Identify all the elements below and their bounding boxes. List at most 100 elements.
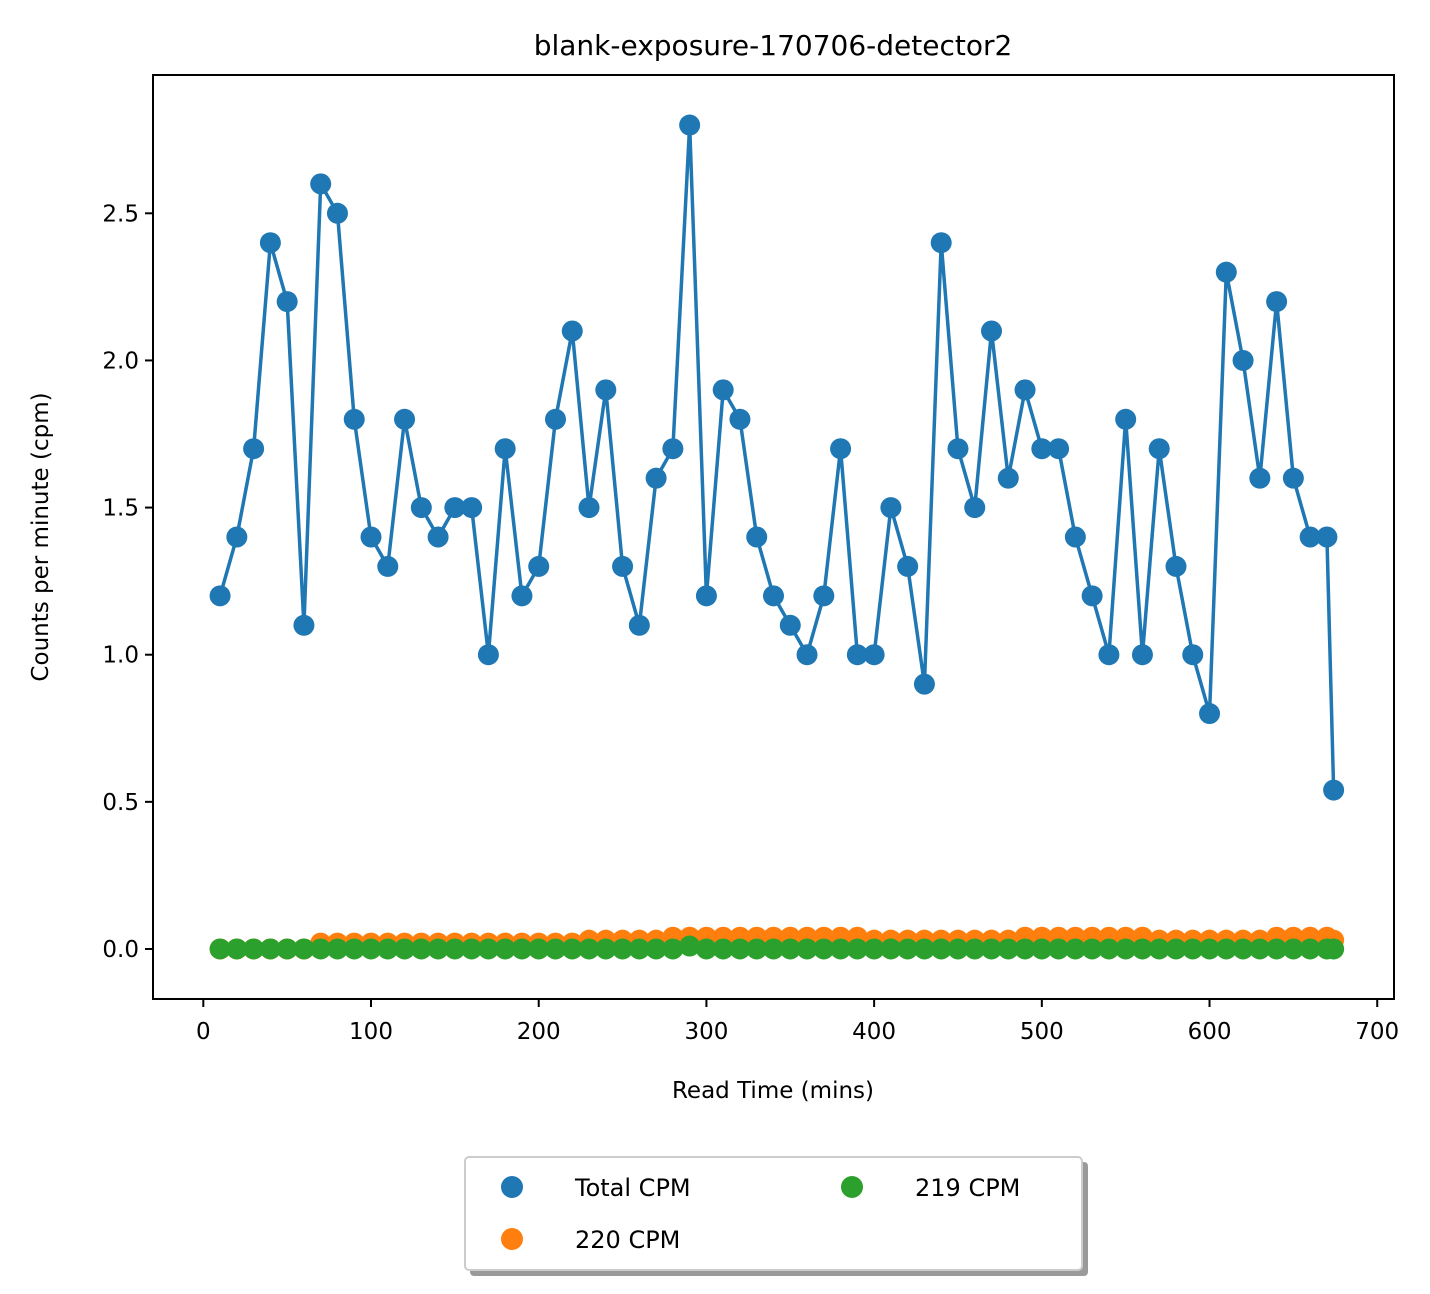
data-point-219-cpm: [209, 938, 231, 960]
data-point-total-cpm: [1081, 585, 1103, 607]
data-point-219-cpm: [326, 938, 348, 960]
data-point-total-cpm: [729, 408, 751, 430]
data-point-total-cpm: [1131, 644, 1153, 666]
data-point-total-cpm: [310, 173, 332, 195]
data-point-total-cpm: [1249, 467, 1271, 489]
data-point-total-cpm: [360, 526, 382, 548]
legend-marker-total-cpm: [501, 1176, 523, 1198]
series-219-cpm: [209, 935, 1345, 960]
data-point-total-cpm: [1232, 349, 1254, 371]
x-axis-title: Read Time (mins): [672, 1078, 874, 1104]
legend-label-220-cpm: 220 CPM: [575, 1226, 680, 1254]
data-point-219-cpm: [695, 938, 717, 960]
data-point-total-cpm: [679, 114, 701, 136]
data-point-total-cpm: [1165, 555, 1187, 577]
legend-label-total-cpm: Total CPM: [574, 1174, 691, 1202]
data-point-total-cpm: [544, 408, 566, 430]
x-axis-ticks: 0 100 200 300 400 500 600 700: [196, 999, 1399, 1045]
y-axis-title: Counts per minute (cpm): [28, 392, 54, 681]
data-point-total-cpm: [1266, 291, 1288, 313]
data-point-total-cpm: [997, 467, 1019, 489]
data-point-219-cpm: [679, 935, 701, 957]
data-point-219-cpm: [1048, 938, 1070, 960]
x-tick-label: 200: [517, 1019, 561, 1045]
data-point-total-cpm: [427, 526, 449, 548]
data-point-219-cpm: [913, 938, 935, 960]
data-point-total-cpm: [897, 555, 919, 577]
data-point-219-cpm: [1031, 938, 1053, 960]
data-point-total-cpm: [645, 467, 667, 489]
data-point-219-cpm: [427, 938, 449, 960]
data-point-219-cpm: [377, 938, 399, 960]
y-tick-label: 0.0: [102, 937, 139, 963]
data-point-total-cpm: [930, 232, 952, 254]
data-point-219-cpm: [981, 938, 1003, 960]
data-point-219-cpm: [930, 938, 952, 960]
legend-marker-220-cpm: [501, 1228, 523, 1250]
data-point-219-cpm: [712, 938, 734, 960]
data-point-219-cpm: [343, 938, 365, 960]
data-point-total-cpm: [595, 379, 617, 401]
data-point-219-cpm: [964, 938, 986, 960]
data-point-total-cpm: [712, 379, 734, 401]
data-point-total-cpm: [779, 614, 801, 636]
data-point-219-cpm: [1266, 938, 1288, 960]
data-point-total-cpm: [1199, 703, 1221, 725]
data-point-219-cpm: [997, 938, 1019, 960]
data-point-219-cpm: [293, 938, 315, 960]
data-point-219-cpm: [494, 938, 516, 960]
data-point-total-cpm: [863, 644, 885, 666]
data-point-total-cpm: [1299, 526, 1321, 548]
data-point-total-cpm: [913, 673, 935, 695]
data-point-219-cpm: [595, 938, 617, 960]
data-point-219-cpm: [1098, 938, 1120, 960]
data-point-total-cpm: [477, 644, 499, 666]
data-point-219-cpm: [897, 938, 919, 960]
legend-marker-219-cpm: [841, 1176, 863, 1198]
series-total-cpm: [209, 114, 1345, 801]
data-point-219-cpm: [1115, 938, 1137, 960]
data-point-total-cpm: [343, 408, 365, 430]
data-point-219-cpm: [947, 938, 969, 960]
y-axis-ticks: 0.0 0.5 1.0 1.5 2.0 2.5: [102, 201, 153, 963]
data-point-total-cpm: [326, 202, 348, 224]
x-tick-label: 600: [1188, 1019, 1232, 1045]
data-point-total-cpm: [494, 438, 516, 460]
data-point-219-cpm: [612, 938, 634, 960]
data-point-total-cpm: [394, 408, 416, 430]
data-point-219-cpm: [628, 938, 650, 960]
plot-series: [209, 114, 1345, 960]
y-tick-label: 1.5: [102, 496, 139, 522]
y-tick-label: 2.5: [102, 201, 139, 227]
data-point-219-cpm: [1249, 938, 1271, 960]
data-point-219-cpm: [830, 938, 852, 960]
y-tick-label: 2.0: [102, 348, 139, 374]
data-point-total-cpm: [947, 438, 969, 460]
data-point-total-cpm: [746, 526, 768, 548]
data-point-219-cpm: [846, 938, 868, 960]
data-point-219-cpm: [243, 938, 265, 960]
x-tick-label: 400: [852, 1019, 896, 1045]
data-point-219-cpm: [1182, 938, 1204, 960]
legend-label-219-cpm: 219 CPM: [915, 1174, 1020, 1202]
data-point-219-cpm: [444, 938, 466, 960]
data-point-total-cpm: [444, 497, 466, 519]
data-point-219-cpm: [259, 938, 281, 960]
data-point-219-cpm: [1299, 938, 1321, 960]
data-point-219-cpm: [394, 938, 416, 960]
data-point-total-cpm: [662, 438, 684, 460]
data-point-total-cpm: [511, 585, 533, 607]
data-point-219-cpm: [1215, 938, 1237, 960]
data-point-total-cpm: [981, 320, 1003, 342]
data-point-219-cpm: [1323, 938, 1345, 960]
data-point-219-cpm: [662, 938, 684, 960]
data-point-total-cpm: [226, 526, 248, 548]
data-point-219-cpm: [1199, 938, 1221, 960]
data-point-219-cpm: [1232, 938, 1254, 960]
x-tick-label: 500: [1020, 1019, 1064, 1045]
y-tick-label: 1.0: [102, 643, 139, 669]
data-point-219-cpm: [1148, 938, 1170, 960]
chart-title: blank-exposure-170706-detector2: [534, 29, 1013, 62]
data-point-219-cpm: [528, 938, 550, 960]
plot-frame: [152, 74, 1395, 1000]
